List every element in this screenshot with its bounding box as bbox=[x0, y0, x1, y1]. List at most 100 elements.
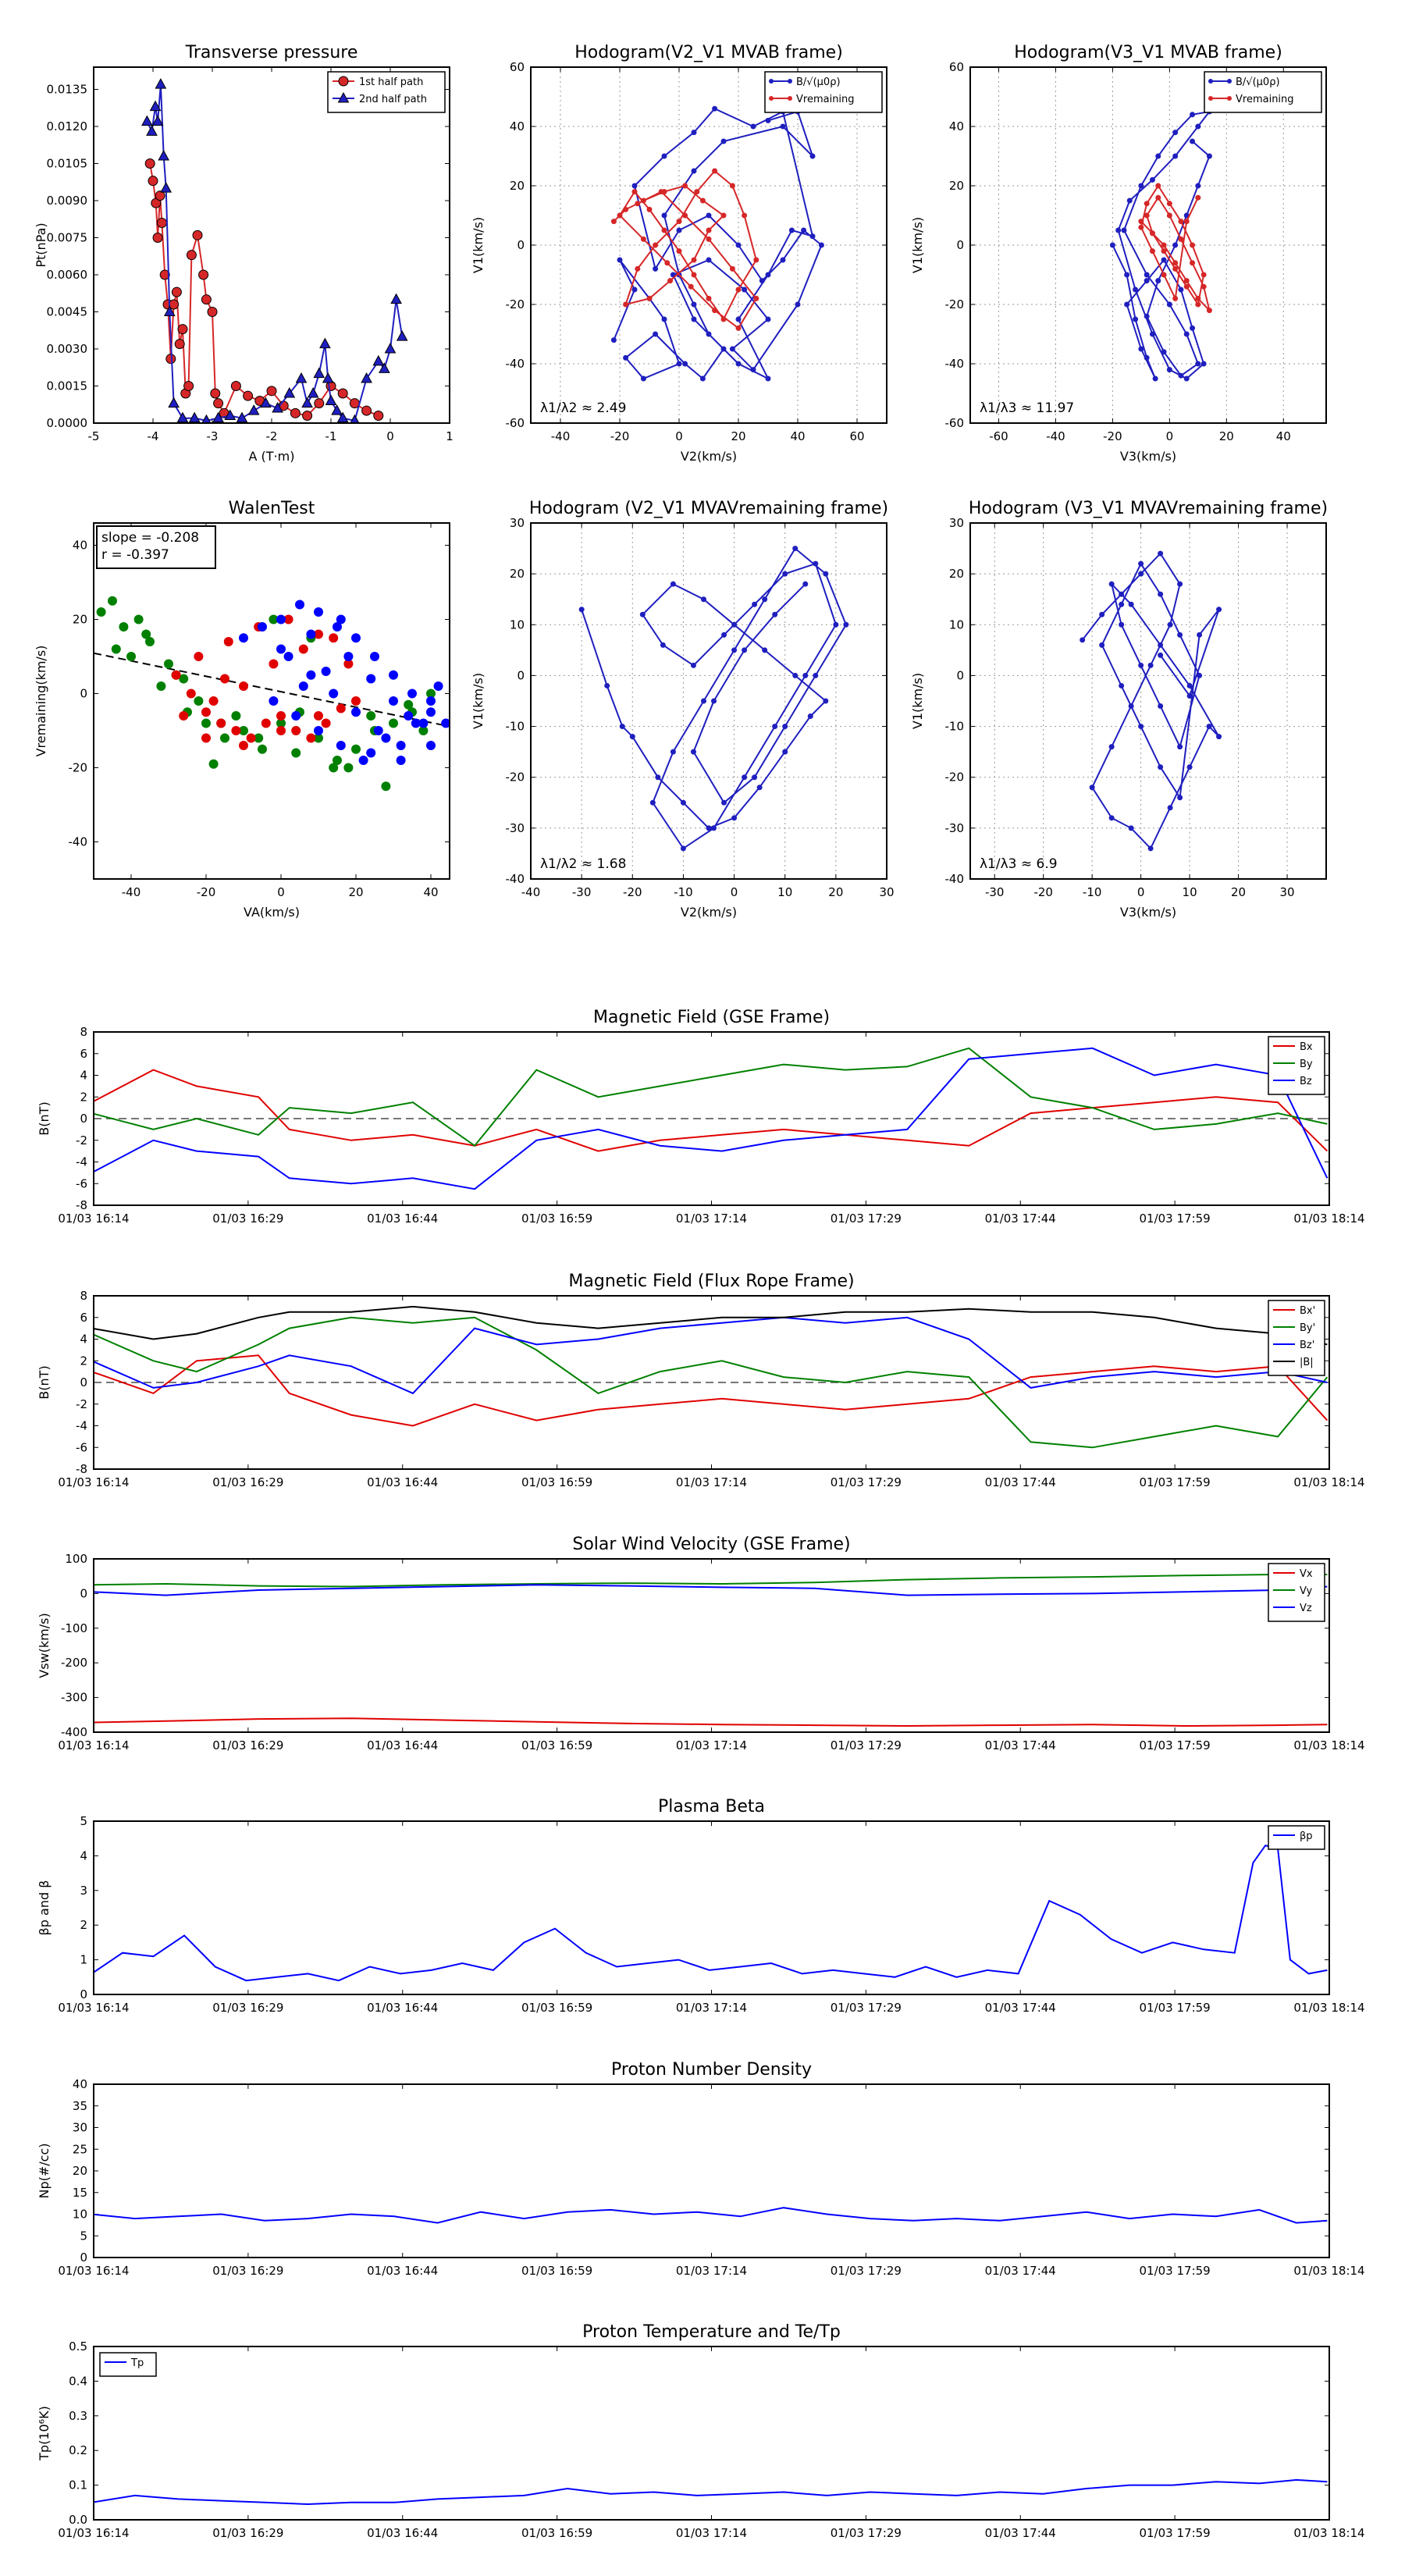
x-tick-label: 01/03 16:59 bbox=[521, 2264, 592, 2278]
data-point bbox=[1138, 724, 1144, 730]
data-point bbox=[1149, 230, 1155, 237]
x-axis-label: V2(km/s) bbox=[681, 905, 737, 920]
chart-walen: WalenTest -40 -20 0 20 40 -40 -20 0 20 40 VA(km/s) V… bbox=[34, 499, 450, 920]
data-point bbox=[295, 372, 308, 383]
data-point bbox=[358, 756, 368, 765]
data-point bbox=[1177, 632, 1183, 638]
data-point bbox=[404, 711, 414, 720]
data-point bbox=[290, 407, 301, 418]
x-tick-label: 01/03 16:44 bbox=[367, 2001, 438, 2015]
data-point bbox=[366, 748, 376, 758]
data-point bbox=[1133, 316, 1139, 322]
data-point bbox=[802, 581, 809, 587]
data-point bbox=[1155, 153, 1161, 159]
y-tick-label: 0 bbox=[517, 668, 525, 682]
axes-frame bbox=[93, 1558, 1330, 1733]
data-point bbox=[1144, 201, 1150, 207]
x-axis-label: VA(km/s) bbox=[244, 905, 300, 920]
data-point bbox=[823, 571, 829, 577]
y-tick-label: 0.5 bbox=[69, 2339, 87, 2354]
legend-marker bbox=[337, 91, 350, 103]
y-tick-label: 40 bbox=[73, 2077, 87, 2091]
x-tick-label: 20 bbox=[828, 885, 843, 899]
data-point bbox=[1183, 331, 1190, 337]
plot-area bbox=[610, 105, 824, 382]
data-point bbox=[108, 596, 117, 606]
y-tick-label: 0.0045 bbox=[47, 305, 88, 319]
data-point bbox=[795, 301, 801, 308]
legend-label: Bz bbox=[1300, 1076, 1312, 1087]
plot-area bbox=[94, 2478, 1328, 2506]
data-point bbox=[126, 652, 136, 661]
series-line bbox=[1140, 184, 1211, 313]
data-point bbox=[1144, 272, 1150, 278]
x-tick-label: 0 bbox=[386, 429, 394, 443]
data-point bbox=[706, 236, 712, 242]
data-point bbox=[1216, 607, 1222, 613]
x-tick-label: 01/03 17:29 bbox=[831, 1212, 902, 1226]
data-point bbox=[653, 265, 659, 272]
plot-area bbox=[94, 596, 450, 792]
y-axis-label: Vremaining(km/s) bbox=[34, 646, 48, 757]
y-axis-label: V1(km/s) bbox=[471, 673, 486, 729]
y-tick-label: 0.0090 bbox=[47, 194, 88, 208]
data-point bbox=[351, 744, 361, 754]
x-tick-label: 01/03 16:14 bbox=[58, 1475, 129, 1489]
chart-density: Proton Number Density 01/03 16:14 01/03 16… bbox=[37, 2060, 1365, 2278]
chart-bflux: Magnetic Field (Flux Rope Frame) 01/03 16… bbox=[37, 1272, 1365, 1489]
data-point bbox=[623, 206, 629, 212]
legend-marker bbox=[788, 96, 792, 101]
y-axis-label: Np(#/cc) bbox=[37, 2144, 52, 2199]
data-point bbox=[174, 339, 185, 350]
data-point bbox=[1183, 278, 1190, 284]
data-point bbox=[283, 614, 293, 624]
data-point bbox=[765, 375, 771, 382]
data-point bbox=[1158, 764, 1164, 770]
data-point bbox=[291, 711, 301, 720]
x-tick-label: 01/03 18:14 bbox=[1293, 1475, 1364, 1489]
x-tick-label: -20 bbox=[623, 885, 642, 899]
chart-title: Hodogram(V3_V1 MVAB frame) bbox=[1014, 43, 1282, 62]
data-point bbox=[1158, 550, 1164, 557]
data-point bbox=[1161, 272, 1167, 278]
data-point bbox=[1195, 194, 1201, 201]
data-point bbox=[691, 316, 697, 322]
data-point bbox=[426, 688, 436, 699]
data-point bbox=[283, 652, 293, 661]
data-point bbox=[176, 411, 189, 423]
data-point bbox=[314, 629, 323, 639]
axes-frame bbox=[93, 1295, 1330, 1470]
y-tick-label: 6 bbox=[80, 1311, 87, 1325]
data-point bbox=[780, 257, 786, 263]
x-tick-label: 10 bbox=[777, 885, 792, 899]
series-line bbox=[94, 1844, 1328, 1982]
data-point bbox=[306, 733, 316, 743]
x-tick-label: 01/03 16:44 bbox=[367, 2526, 438, 2540]
data-point bbox=[1144, 212, 1150, 219]
legend-marker bbox=[1208, 79, 1213, 84]
data-point bbox=[1190, 112, 1196, 118]
stats-text: r = -0.397 bbox=[101, 547, 169, 563]
data-point bbox=[1167, 805, 1173, 811]
y-tick-label: 25 bbox=[73, 2142, 87, 2156]
data-point bbox=[735, 361, 742, 367]
data-point bbox=[653, 331, 659, 337]
data-point bbox=[1200, 272, 1207, 278]
data-point bbox=[1172, 260, 1179, 266]
y-tick-label: 8 bbox=[80, 1289, 87, 1303]
data-point bbox=[194, 652, 204, 661]
data-point bbox=[756, 785, 763, 791]
data-point bbox=[194, 696, 204, 706]
y-tick-label: 20 bbox=[949, 567, 964, 581]
data-point bbox=[700, 596, 706, 603]
data-point bbox=[646, 206, 653, 212]
legend-box bbox=[99, 2352, 157, 2377]
y-tick-label: 30 bbox=[949, 516, 964, 530]
data-point bbox=[239, 633, 248, 643]
y-axis-label: Tp(10⁶K) bbox=[37, 2406, 52, 2461]
axes-frame bbox=[530, 66, 887, 424]
data-point bbox=[661, 153, 667, 159]
x-tick-label: 40 bbox=[790, 429, 805, 443]
data-point bbox=[366, 674, 376, 684]
data-point bbox=[691, 130, 697, 136]
